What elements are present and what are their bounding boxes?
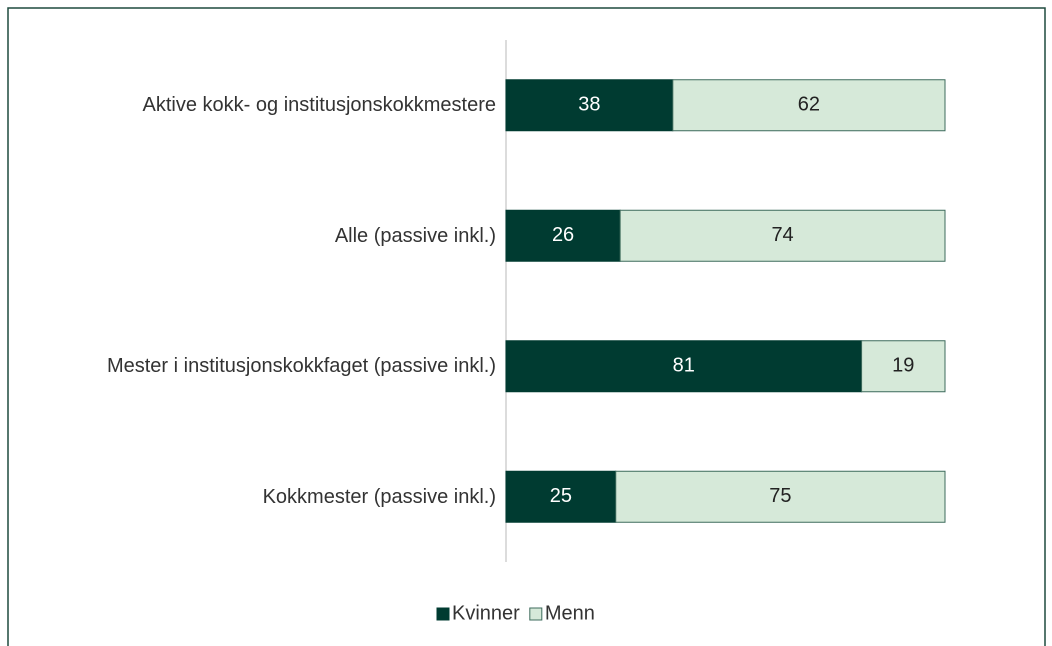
data-label: 81 [673,355,695,377]
data-label: 38 [578,94,600,116]
bar-segment [861,340,946,393]
category-text: Alle (passive inkl.) [334,224,496,247]
data-label: 25 [550,485,572,507]
data-label: 26 [552,224,574,246]
bar-segment [505,470,617,523]
category-label: Alle (passive inkl.) [26,223,496,249]
bar-segment [619,209,946,262]
legend-label: Kvinner [452,602,520,624]
data-label: 62 [798,94,820,116]
data-label: 19 [892,355,914,377]
category-label: Mester i institusjonskokkfaget (passive … [26,353,496,379]
bar-segment [505,79,674,132]
legend-swatch [436,607,450,621]
legend-label: Menn [545,602,595,624]
category-text: Aktive kokk- og institusjonskokkmestere [142,94,496,117]
data-label: 74 [771,224,793,246]
bar-segment [615,470,946,523]
category-text: Mester i institusjonskokkfaget (passive … [106,355,496,378]
category-text: Kokkmester (passive inkl.) [262,485,496,508]
category-label: Kokkmester (passive inkl.) [26,484,496,510]
frame [7,7,1046,646]
data-label: 75 [769,485,791,507]
bar-segment [505,340,863,393]
legend-swatch [529,607,543,621]
bar-segment [672,79,946,132]
category-label: Aktive kokk- og institusjonskokkmestere [26,92,496,118]
